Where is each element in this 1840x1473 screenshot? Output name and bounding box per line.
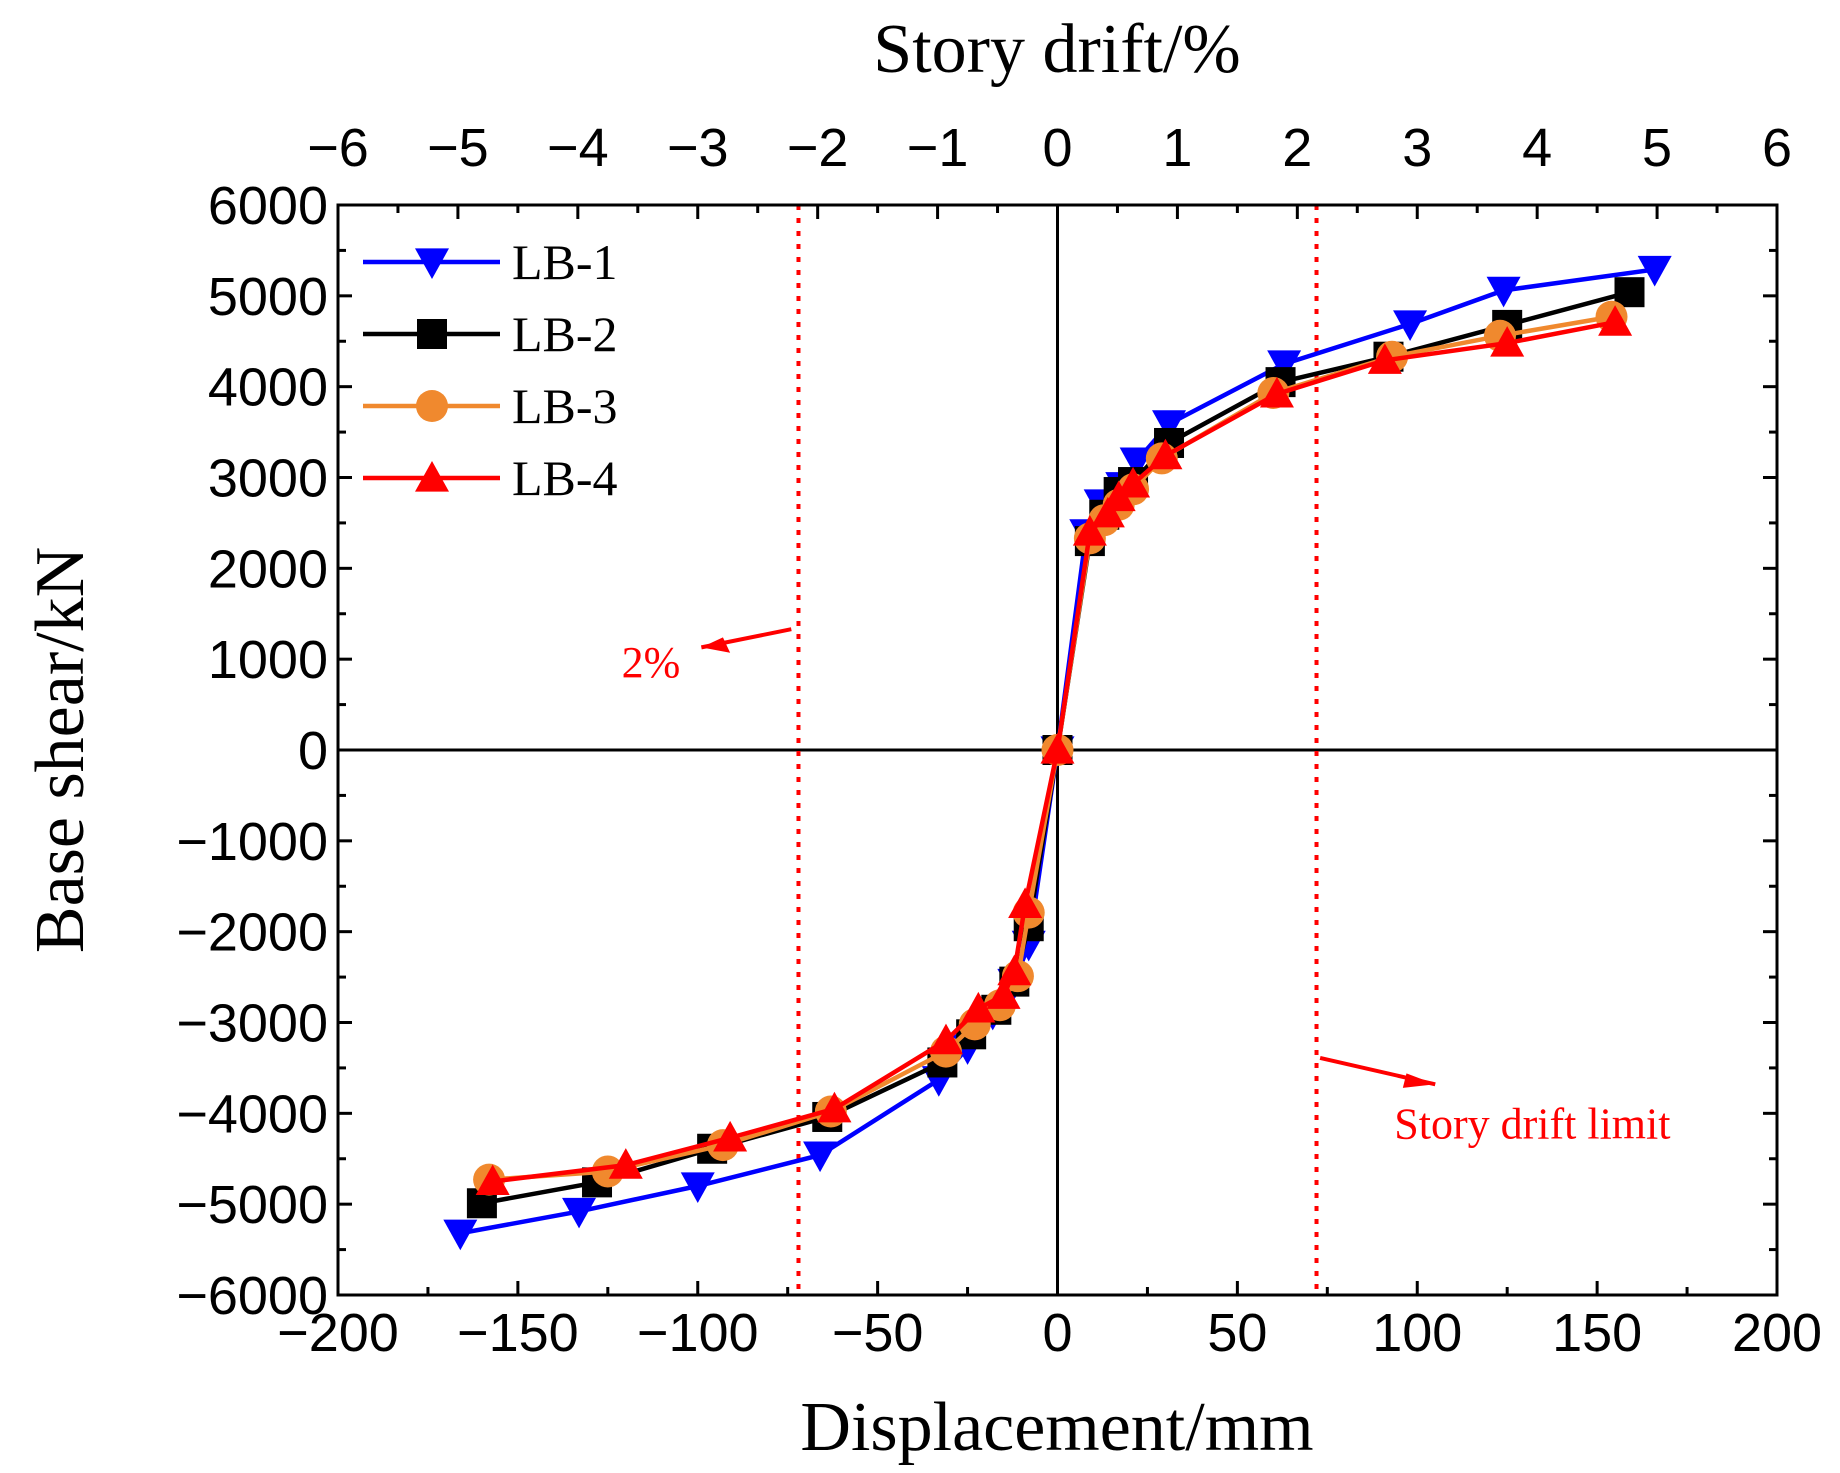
data-point-LB-1-0	[443, 1219, 478, 1251]
x-tick-label-8: 200	[1732, 1303, 1822, 1363]
data-point-LB-1-17	[1486, 276, 1521, 308]
annotation-story-drift-limit-arrow	[1319, 1055, 1436, 1087]
y-tick-label-5: −1000	[176, 812, 328, 872]
legend-marker-LB-3	[416, 390, 448, 422]
data-point-LB-4-14	[1148, 438, 1183, 470]
data-point-LB-4-4	[928, 1023, 963, 1055]
data-point-LB-1-18	[1637, 255, 1672, 287]
data-point-LB-4-5	[961, 991, 996, 1023]
data-point-LB-4-10	[1072, 515, 1107, 546]
data-point-LB-2-18	[1614, 277, 1645, 308]
data-point-LB-1-15	[1267, 350, 1302, 381]
x-tick-label-6: 100	[1372, 1303, 1462, 1363]
legend-label-LB-4: LB-4	[512, 450, 618, 506]
x2-tick-label-11: 5	[1642, 118, 1672, 178]
data-point-LB-1-1	[562, 1197, 597, 1229]
x2-tick-label-8: 2	[1282, 118, 1312, 178]
data-point-LB-4-3	[817, 1091, 852, 1123]
x2-tick-label-0: −6	[307, 118, 369, 178]
legend: LB-1 LB-2 LB-3 LB-4	[363, 234, 618, 506]
x-tick-label-7: 150	[1552, 1303, 1642, 1363]
data-point-LB-1-16	[1393, 310, 1428, 341]
annotation-2-percent: 2%	[622, 627, 792, 687]
data-point-LB-4-7	[997, 954, 1032, 986]
y-tick-label-3: −3000	[176, 994, 328, 1054]
data-point-LB-4-0	[475, 1164, 510, 1196]
x2-tick-label-7: 1	[1162, 118, 1192, 178]
data-point-LB-4-15	[1259, 376, 1294, 408]
x2-tick-label-10: 4	[1522, 118, 1552, 178]
x-axis-title: Displacement/mm	[800, 1389, 1313, 1466]
data-point-LB-4-8	[1008, 887, 1043, 919]
axes-frame	[336, 203, 1779, 1297]
data-point-LB-1-3	[803, 1141, 838, 1173]
legend-label-LB-2: LB-2	[512, 306, 618, 362]
x-tick-label-4: 0	[1042, 1303, 1072, 1363]
data-point-LB-4-9	[1040, 733, 1075, 764]
y-axis-title: Base shear/kN	[22, 547, 99, 953]
legend-label-LB-1: LB-1	[512, 234, 618, 290]
y-tick-label-2: −4000	[176, 1084, 328, 1144]
y-tick-label-4: −2000	[176, 903, 328, 963]
data-point-LB-3-1	[591, 1155, 624, 1188]
x2-tick-label-9: 3	[1402, 118, 1432, 178]
x2-tick-label-3: −3	[667, 118, 729, 178]
legend-marker-LB-2	[417, 319, 447, 349]
y-tick-label-10: 4000	[208, 358, 328, 418]
data-point-LB-4-6	[986, 978, 1021, 1009]
annotation-2-percent-label: 2%	[622, 638, 681, 687]
plot-layer	[338, 205, 1777, 1295]
y-tick-label-1: −5000	[176, 1175, 328, 1235]
x2-tick-label-2: −4	[547, 118, 609, 178]
data-point-LB-1-13	[1119, 447, 1154, 479]
x2-tick-label-5: −1	[907, 118, 969, 178]
data-point-LB-1-14	[1152, 410, 1187, 441]
data-point-LB-4-16	[1367, 343, 1402, 374]
y-tick-label-9: 3000	[208, 449, 328, 509]
y-tick-label-0: −6000	[176, 1266, 328, 1326]
x2-tick-label-12: 6	[1762, 118, 1792, 178]
annotation-story-drift-limit-label: Story drift limit	[1394, 1099, 1670, 1148]
y-tick-label-12: 6000	[208, 176, 328, 236]
x-tick-label-2: −100	[637, 1303, 759, 1363]
data-point-LB-4-11	[1090, 496, 1125, 528]
x2-tick-label-1: −5	[427, 118, 489, 178]
y-tick-label-11: 5000	[208, 267, 328, 327]
y-tick-label-7: 1000	[208, 630, 328, 690]
x2-tick-label-6: 0	[1042, 118, 1072, 178]
y-tick-label-6: 0	[298, 721, 328, 781]
data-point-LB-4-18	[1598, 305, 1633, 336]
data-point-LB-4-17	[1490, 326, 1525, 357]
annotation-story-drift-limit: Story drift limit	[1319, 1055, 1670, 1148]
annotation-2-percent-arrow	[700, 627, 792, 650]
data-point-LB-4-2	[713, 1120, 748, 1152]
legend-marker-LB-1	[415, 248, 449, 279]
x-tick-label-5: 50	[1207, 1303, 1267, 1363]
x2-axis-title: Story drift/%	[873, 11, 1240, 88]
data-point-LB-1-2	[680, 1172, 715, 1203]
tick-labels: −200 −150 −100 −50 0 50 100 150 200−6 −5 −4 −3 −2 −1 0…	[176, 118, 1822, 1363]
legend-marker-LB-4	[415, 461, 449, 492]
data-point-LB-4-1	[608, 1148, 643, 1179]
legend-label-LB-3: LB-3	[512, 378, 618, 434]
data-point-LB-4-13	[1116, 466, 1151, 498]
x-tick-label-0: −200	[277, 1303, 399, 1363]
x-tick-label-3: −50	[832, 1303, 924, 1363]
x2-tick-label-4: −2	[787, 118, 849, 178]
x-tick-label-1: −150	[457, 1303, 579, 1363]
y-tick-label-8: 2000	[208, 539, 328, 599]
